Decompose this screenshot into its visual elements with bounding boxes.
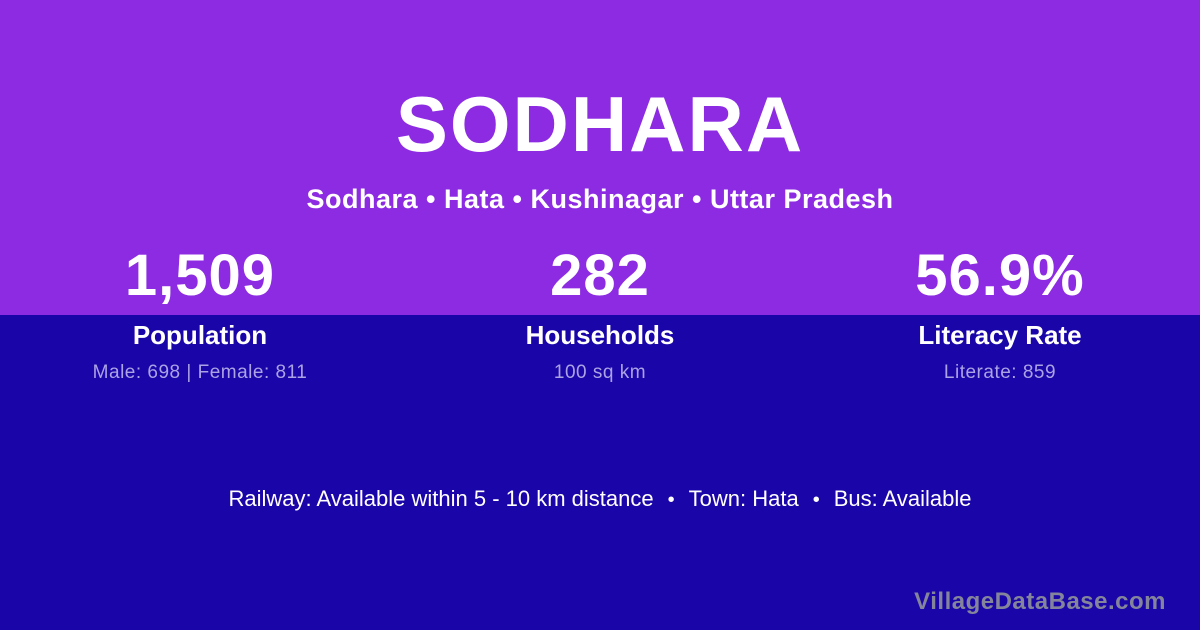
village-title: SODHARA (395, 80, 805, 168)
stats-row: 1,509 Population Male: 698 | Female: 811… (0, 243, 1200, 384)
bullet-separator: • (812, 489, 820, 511)
purple-header-band (0, 0, 1200, 315)
bus-info: Bus: Available (833, 486, 972, 511)
railway-info: Railway: Available within 5 - 10 km dist… (228, 486, 654, 511)
households-sublabel: 100 sq km (553, 362, 647, 383)
transport-info-line: Railway: Available within 5 - 10 km dist… (0, 486, 1200, 512)
stat-literacy: 56.9% Literacy Rate Literate: 859 (800, 243, 1200, 384)
stat-households: 282 Households 100 sq km (400, 243, 800, 384)
population-sublabel: Male: 698 | Female: 811 (92, 362, 308, 383)
population-label: Population (132, 320, 268, 350)
households-value: 282 (550, 243, 650, 308)
bullet-separator: • (667, 489, 675, 511)
literacy-value: 56.9% (915, 243, 1085, 308)
site-watermark: VillageDataBase.com (914, 588, 1166, 615)
literacy-label: Literacy Rate (918, 320, 1082, 350)
population-value: 1,509 (124, 243, 276, 308)
dark-footer-band (0, 315, 1200, 630)
literacy-sublabel: Literate: 859 (943, 362, 1057, 383)
town-info: Town: Hata (688, 486, 799, 511)
households-label: Households (525, 320, 675, 350)
location-breadcrumb: Sodhara • Hata • Kushinagar • Uttar Prad… (306, 184, 894, 214)
stat-population: 1,509 Population Male: 698 | Female: 811 (0, 243, 400, 384)
